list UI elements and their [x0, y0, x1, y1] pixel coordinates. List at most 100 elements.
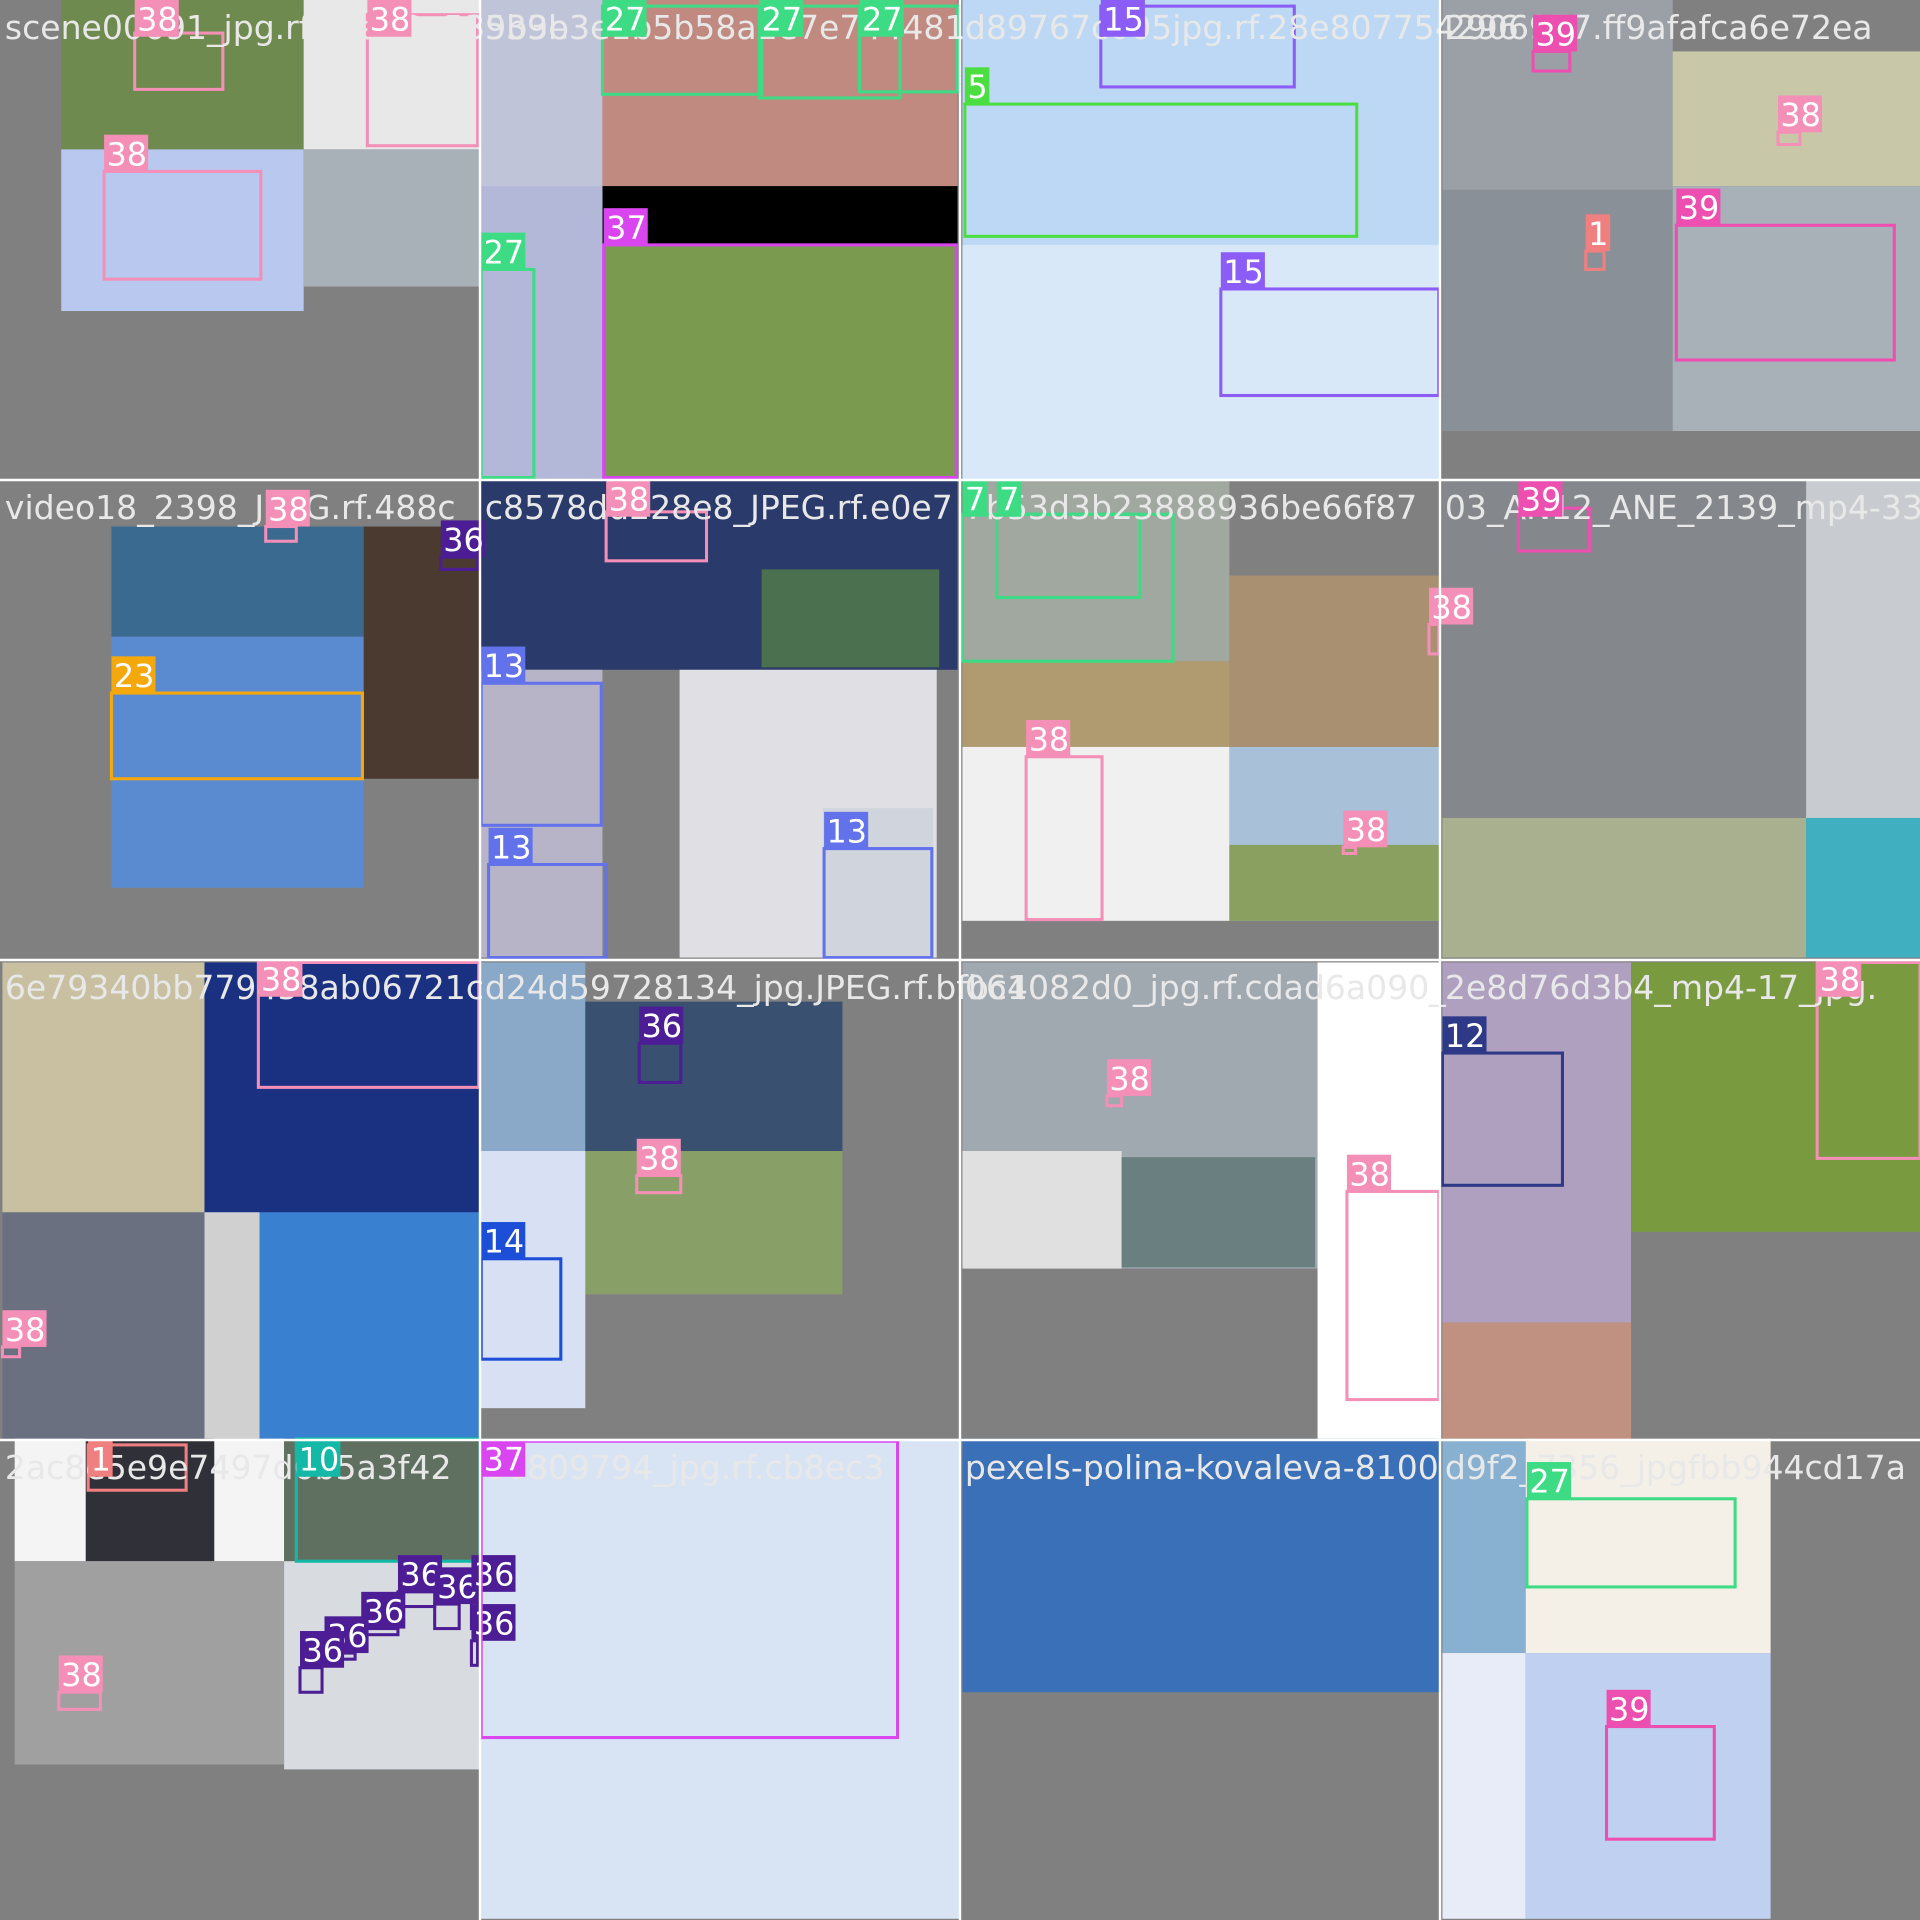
tile: [480, 0, 958, 481]
label-tag: [1100, 0, 1145, 37]
box-label: 38: [1431, 588, 1472, 626]
label-tag: [296, 1440, 341, 1477]
label-tag: [824, 811, 869, 849]
filename: video18_2398_JPEG.rf.488c: [5, 488, 456, 527]
label-tag: [1026, 720, 1071, 757]
bounding-box: [439, 555, 480, 571]
label-tag: [1817, 960, 1862, 997]
box-label: 38: [5, 1311, 46, 1349]
label-tag: [134, 0, 179, 37]
image-patch: [111, 526, 364, 637]
label-tag: [481, 1222, 526, 1259]
filename: 00809794_jpg.rf.cb8ec3: [485, 1448, 884, 1487]
label-tag: [1777, 95, 1823, 133]
box-label: 38: [137, 1, 178, 39]
image-patch: [962, 1151, 1122, 1269]
label-tag: [1533, 14, 1578, 52]
image-patch: [259, 1212, 480, 1439]
box-label: 15: [1103, 1, 1144, 39]
image-patch: [480, 669, 603, 958]
filename: 7b53d3b23888936be66f87: [965, 488, 1417, 527]
bounding-box: [963, 102, 1359, 238]
box-label: 38: [1780, 96, 1821, 134]
box-label: 38: [261, 961, 302, 999]
tile: [962, 0, 1440, 480]
label-tag: [1518, 480, 1563, 517]
image-patch: [1442, 817, 1807, 958]
label-tag: [481, 1440, 526, 1477]
tile: [1442, 1438, 1771, 1919]
box-label: 38: [268, 490, 309, 528]
box-label: 27: [484, 233, 525, 271]
label-tag: [440, 520, 485, 558]
filename: c8578dd228e8_JPEG.rf.e0e7: [485, 488, 953, 527]
label-tag: [1343, 810, 1388, 848]
box-label: 23: [114, 657, 155, 695]
tile: [962, 962, 1440, 1440]
image-patch: [1631, 962, 1920, 1232]
bounding-box: [264, 525, 298, 543]
image-patch: [1229, 844, 1440, 921]
label-tag: [58, 1655, 103, 1693]
label-tag: [1585, 214, 1611, 252]
image-patch: [1442, 1438, 1526, 1654]
label-tag: [300, 1631, 345, 1668]
label-tag: [639, 1006, 684, 1044]
label-tag: [636, 1138, 681, 1176]
image-patch: [761, 569, 940, 668]
box-label: 38: [61, 1656, 102, 1694]
filename: 2e8d76d3b4_mp4-17_jpg.: [1445, 968, 1877, 1007]
label-tag: [88, 1440, 113, 1477]
tile: [14, 1438, 480, 1770]
image-patch: [1672, 186, 1920, 432]
bounding-box: [109, 691, 364, 781]
image-patch: [61, 149, 304, 312]
filename: 061082d0_jpg.rf.cdad6a090_: [965, 968, 1446, 1007]
box-label: 13: [491, 828, 532, 866]
tile: [480, 962, 843, 1409]
label-tag: [1606, 1689, 1651, 1727]
box-label: 27: [1529, 1463, 1570, 1501]
box-label: 7: [999, 481, 1019, 519]
bounding-box: [487, 862, 608, 960]
box-label: 13: [484, 647, 525, 685]
image-patch: [204, 1212, 260, 1439]
image-patch: [61, 0, 304, 150]
box-label: 38: [1349, 1155, 1390, 1193]
label-tag: [964, 67, 990, 105]
bounding-box: [1525, 1497, 1737, 1589]
image-patch: [14, 1561, 285, 1765]
image-patch: [1317, 962, 1440, 1440]
label-tag: [1428, 587, 1474, 625]
box-label: 1: [1588, 215, 1608, 253]
box-label: 14: [484, 1223, 525, 1261]
label-tag: [602, 0, 647, 37]
image-patch: [962, 746, 1230, 921]
box-label: 38: [370, 1, 411, 39]
label-tag: [2, 1310, 47, 1347]
image-patch: [1806, 817, 1920, 958]
label-tag: [1106, 1059, 1152, 1096]
box-label: 39: [1521, 481, 1562, 519]
label-tag: [1346, 1154, 1392, 1192]
bounding-box: [858, 4, 960, 94]
box-label: 12: [1445, 1017, 1486, 1055]
box-label: 36: [302, 1632, 343, 1670]
label-tag: [1526, 1462, 1572, 1499]
label-tag: [962, 480, 987, 517]
label-tag: [759, 0, 804, 37]
box-label: 39: [1609, 1690, 1650, 1728]
bounding-box: [635, 1173, 683, 1195]
filename: scene00691_jpg.rf.97a22e539b3e: [5, 8, 569, 47]
filename: d89767c005jpg.rf.28e807754296: [965, 8, 1519, 47]
label-tag: [1442, 1016, 1487, 1054]
tile: [2, 962, 480, 1439]
image-patch: [602, 244, 958, 480]
bounding-box: [600, 4, 764, 96]
filename: d24d59728134_jpg.JPEG.rf.bfbc4: [485, 968, 1028, 1007]
image-patch: [363, 526, 480, 779]
tile: [1442, 480, 1920, 958]
label-tag: [1676, 188, 1721, 226]
